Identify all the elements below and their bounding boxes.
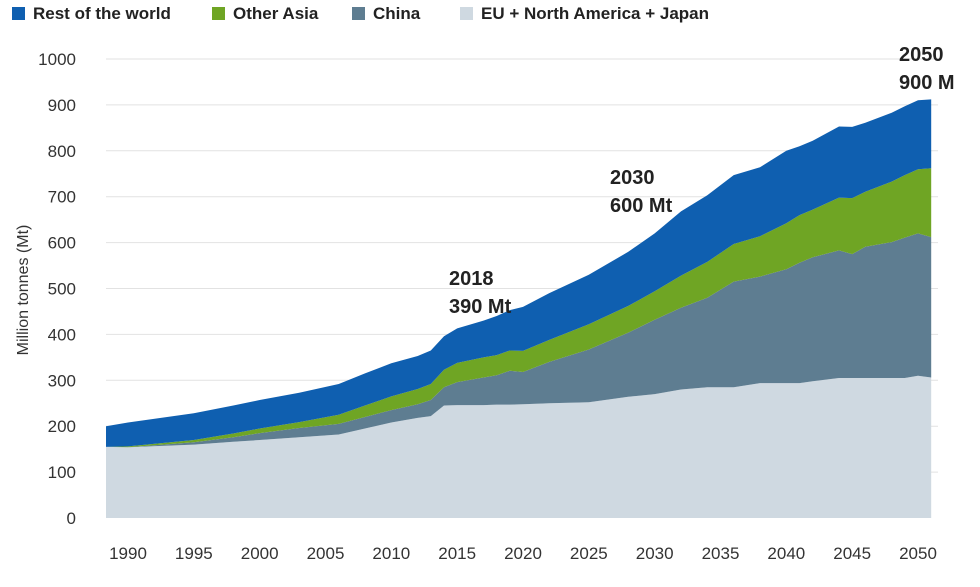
area-series: [106, 99, 932, 518]
y-tick-label: 600: [48, 234, 76, 253]
y-tick-label: 900: [48, 96, 76, 115]
y-tick-label: 1000: [38, 50, 76, 69]
x-tick-label: 2040: [767, 544, 805, 563]
legend-swatch: [12, 7, 25, 20]
x-tick-label: 2045: [833, 544, 871, 563]
annotation-year: 2030: [610, 167, 655, 189]
y-tick-label: 400: [48, 325, 76, 344]
area-china: [106, 233, 932, 448]
x-tick-label: 2010: [372, 544, 410, 563]
x-tick-label: 2005: [307, 544, 345, 563]
x-tick-label: 2035: [702, 544, 740, 563]
area-eu-north-america-japan: [106, 375, 932, 518]
legend-label: EU + North America + Japan: [481, 4, 709, 23]
annotation-year: 2018: [449, 268, 494, 290]
x-tick-label: 2015: [438, 544, 476, 563]
legend-label: Rest of the world: [33, 4, 171, 23]
annotation-value: 900 M: [899, 72, 955, 94]
annotation-value: 600 Mt: [610, 195, 673, 217]
x-tick-label: 2025: [570, 544, 608, 563]
x-tick-label: 1990: [109, 544, 147, 563]
annotations: 2018 390 Mt 2030 600 Mt 2050 900 M: [449, 44, 955, 318]
legend-swatch: [460, 7, 473, 20]
y-tick-label: 300: [48, 371, 76, 390]
x-axis-ticks: 1990 1995 2000 2005 2010 2015 2020 2025 2030 2035…: [109, 544, 937, 563]
x-tick-label: 2030: [636, 544, 674, 563]
legend-label: Other Asia: [233, 4, 319, 23]
y-tick-label: 0: [67, 509, 76, 528]
y-axis-ticks: 0 100 200 300 400 500 600 700 800 900 1000: [38, 50, 76, 528]
legend-swatch: [352, 7, 365, 20]
legend-label: China: [373, 4, 421, 23]
legend: Rest of the world Other Asia China EU + Nor…: [12, 4, 709, 23]
legend-swatch: [212, 7, 225, 20]
x-tick-label: 1995: [175, 544, 213, 563]
x-tick-label: 2020: [504, 544, 542, 563]
area-rest-of-the-world: [106, 99, 932, 447]
annotation-year: 2050: [899, 44, 944, 66]
y-tick-label: 200: [48, 417, 76, 436]
y-tick-label: 500: [48, 280, 76, 299]
y-axis-label: Million tonnes (Mt): [15, 225, 32, 356]
y-tick-label: 700: [48, 188, 76, 207]
y-tick-label: 100: [48, 463, 76, 482]
annotation-value: 390 Mt: [449, 296, 512, 318]
x-tick-label: 2000: [241, 544, 279, 563]
y-tick-label: 800: [48, 142, 76, 161]
x-tick-label: 2050: [899, 544, 937, 563]
